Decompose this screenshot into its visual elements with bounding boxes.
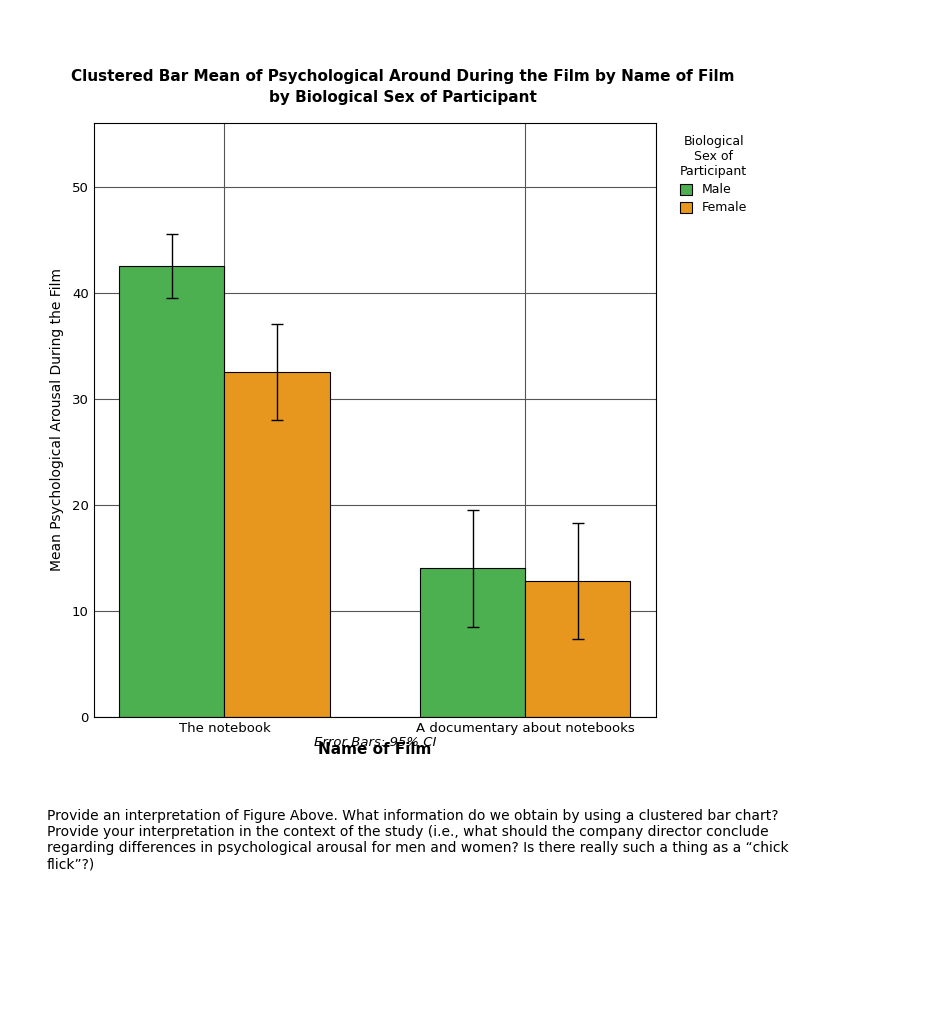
Text: Provide an interpretation of Figure Above. What information do we obtain by usin: Provide an interpretation of Figure Abov…: [47, 809, 787, 871]
Text: by Biological Sex of Participant: by Biological Sex of Participant: [269, 90, 536, 104]
Text: Clustered Bar Mean of Psychological Around During the Film by Name of Film: Clustered Bar Mean of Psychological Arou…: [71, 70, 734, 84]
Y-axis label: Mean Psychological Arousal During the Film: Mean Psychological Arousal During the Fi…: [50, 268, 64, 571]
Bar: [119, 266, 225, 717]
X-axis label: Name of Film: Name of Film: [318, 741, 431, 757]
Text: Error Bars: 95% CI: Error Bars: 95% CI: [314, 736, 435, 749]
Bar: [419, 568, 524, 717]
Legend: Male, Female: Male, Female: [673, 129, 753, 220]
Bar: [225, 372, 329, 717]
Bar: [524, 581, 630, 717]
